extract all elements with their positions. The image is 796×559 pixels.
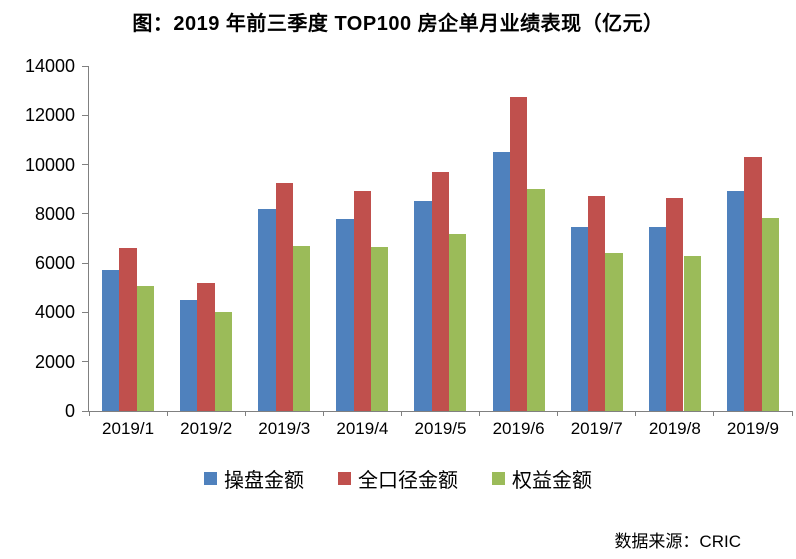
x-axis-tick — [479, 411, 481, 416]
chart-legend: 操盘金额 全口径金额 权益金额 — [0, 464, 796, 493]
legend-label: 权益金额 — [512, 470, 592, 492]
x-axis-tick — [635, 411, 637, 416]
y-axis-tick — [82, 114, 88, 116]
bar-2019/4-全口径金额 — [353, 190, 372, 411]
bar-2019/3-全口径金额 — [275, 182, 293, 411]
bar-2019/3-权益金额 — [292, 246, 311, 411]
bar-2019/1-权益金额 — [136, 286, 155, 411]
chart-title: 图：2019 年前三季度 TOP100 房企单月业绩表现（亿元） — [132, 13, 664, 35]
plot-area: 0 2000 4000 6000 8000 10000 12000 14000 2019/1 20… — [25, 56, 793, 438]
y-axis-tick — [82, 262, 88, 264]
bar-2019/3-操盘金额 — [258, 209, 276, 411]
y-axis-tick — [82, 164, 88, 166]
bar-2019/1-操盘金额 — [102, 269, 120, 411]
x-axis-tick — [166, 411, 168, 416]
bar-2019/8-全口径金额 — [666, 197, 684, 411]
legend-item-操盘金额: 操盘金额 — [204, 464, 304, 493]
legend-label: 全口径金额 — [358, 470, 458, 492]
legend-label: 操盘金额 — [224, 470, 304, 492]
bar-2019/7-操盘金额 — [570, 226, 589, 411]
bar-2019/4-权益金额 — [371, 247, 389, 411]
y-axis-label: 14000 — [24, 56, 75, 76]
legend-swatch-icon — [204, 472, 217, 485]
bar-2019/2-权益金额 — [214, 312, 233, 411]
y-axis-tick — [82, 410, 88, 412]
x-axis-tick — [88, 411, 90, 416]
y-axis-tick — [82, 361, 88, 363]
y-axis-label: 12000 — [24, 105, 75, 126]
x-axis-label: 2019/3 — [258, 419, 311, 438]
bar-2019/5-全口径金额 — [431, 171, 450, 411]
bar-2019/2-操盘金额 — [180, 299, 198, 411]
bar-2019/8-权益金额 — [683, 255, 701, 411]
y-axis-label: 10000 — [24, 154, 75, 175]
x-axis-tick — [791, 411, 793, 416]
bar-2019/1-全口径金额 — [119, 247, 137, 411]
x-axis-label: 2019/8 — [648, 419, 701, 438]
x-axis-tick — [244, 411, 246, 416]
y-axis-label: 6000 — [34, 253, 75, 274]
bar-2019/5-操盘金额 — [414, 200, 432, 411]
bar-2019/9-全口径金额 — [744, 156, 762, 411]
x-axis-tick — [557, 411, 559, 416]
bar-2019/9-权益金额 — [761, 217, 779, 411]
y-axis-tick — [82, 213, 88, 215]
y-axis-tick — [82, 311, 88, 313]
bar-2019/7-权益金额 — [605, 252, 623, 411]
legend-swatch-icon — [492, 472, 505, 485]
x-axis-label: 2019/6 — [492, 419, 545, 438]
legend-item-权益金额: 权益金额 — [492, 464, 592, 493]
legend-swatch-icon — [338, 472, 351, 485]
bar-2019/9-操盘金额 — [726, 190, 745, 411]
y-axis-label: 4000 — [34, 302, 75, 323]
bar-2019/4-操盘金额 — [336, 218, 354, 411]
y-axis-label: 8000 — [34, 203, 75, 224]
bar-2019/7-全口径金额 — [588, 195, 606, 411]
bar-2019/6-操盘金额 — [492, 151, 510, 411]
bar-2019/5-权益金额 — [449, 233, 467, 411]
bar-2019/8-操盘金额 — [648, 226, 667, 411]
bar-2019/6-权益金额 — [527, 188, 545, 411]
x-axis-label: 2019/5 — [414, 419, 467, 438]
x-axis-label: 2019/2 — [180, 419, 233, 438]
x-axis-label: 2019/4 — [336, 419, 389, 438]
y-axis-label: 0 — [64, 401, 75, 421]
data-source-note: 数据来源：CRIC — [614, 532, 741, 551]
x-axis-tick — [713, 411, 715, 416]
x-axis-tick — [322, 411, 324, 416]
bar-2019/6-全口径金额 — [509, 96, 528, 411]
y-axis-label: 2000 — [34, 351, 75, 372]
x-axis-label: 2019/9 — [726, 419, 779, 438]
x-axis-label: 2019/7 — [570, 419, 623, 438]
bar-2019/2-全口径金额 — [197, 282, 215, 411]
y-axis-tick — [82, 65, 88, 67]
x-axis-label: 2019/1 — [102, 419, 155, 438]
x-axis-tick — [400, 411, 402, 416]
legend-item-全口径金额: 全口径金额 — [338, 464, 458, 493]
